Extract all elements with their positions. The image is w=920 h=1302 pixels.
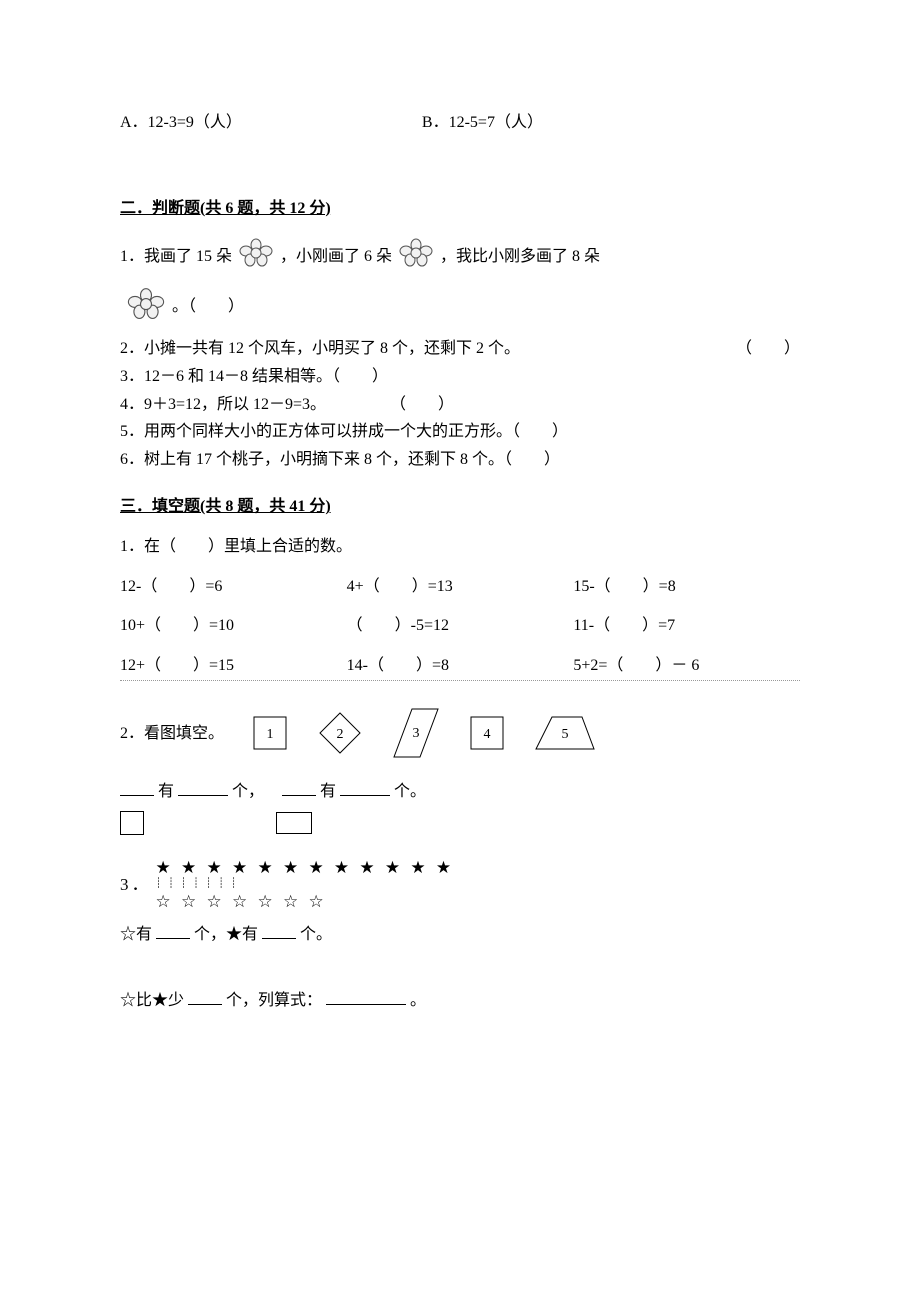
flower-icon [236, 235, 276, 278]
fill-cell: 15-（ ）=8 [573, 574, 800, 600]
s2-q1-text-a: 1．我画了 15 朵 [120, 244, 232, 270]
has-label: 有 [158, 783, 174, 800]
shape-parallelogram-3: 3 [390, 705, 442, 761]
unit-label: 个。 [394, 783, 426, 800]
s3-q2-shape-legend [120, 811, 800, 835]
unit-label: 个， [232, 783, 264, 800]
fill-cell: 12-（ ）=6 [120, 574, 347, 600]
has-label: 有 [320, 783, 336, 800]
fill-cell: 5+2=（ ）－ 6 [573, 653, 800, 679]
s3-q1-row1: 12-（ ）=6 4+（ ）=13 15-（ ）=8 [120, 574, 800, 600]
blank[interactable] [178, 779, 228, 796]
s2-q4-text: 4．9＋3=12，所以 12－9=3。 [120, 392, 390, 418]
fill-cell: 10+（ ）=10 [120, 613, 347, 639]
s2-q4-paren: （ ） [390, 392, 454, 418]
text: 。 [410, 992, 426, 1009]
text: ☆比★少 [120, 992, 184, 1009]
fill-cell: 4+（ ）=13 [347, 574, 574, 600]
s3-q2-count-row: 有 个， 有 个。 [120, 779, 800, 805]
fill-cell: 12+（ ）=15 [120, 653, 347, 679]
s3-q1-title: 1．在（ ）里填上合适的数。 [120, 534, 800, 560]
s3-q3-stars: 3． ★ ★ ★ ★ ★ ★ ★ ★ ★ ★ ★ ★ ┊ ┊ ┊ ┊ ┊ ┊ ┊… [120, 857, 800, 912]
s2-q6: 6．树上有 17 个桃子，小明摘下来 8 个，还剩下 8 个。（ ） [120, 447, 800, 473]
shape-num-4: 4 [484, 727, 491, 742]
shape-trapezoid-5: 5 [532, 713, 598, 753]
s3-q1-row3: 12+（ ）=15 14-（ ）=8 5+2=（ ）－ 6 [120, 653, 800, 679]
s3-q2-label: 2．看图填空。 [120, 721, 224, 747]
s3-q3-line1: ☆有 个，★有 个。 [120, 922, 800, 948]
shape-square-4: 4 [468, 714, 506, 752]
s3-q3-line2: ☆比★少 个，列算式： 。 [120, 988, 800, 1014]
blank[interactable] [340, 779, 390, 796]
stars-empty-row: ☆ ☆ ☆ ☆ ☆ ☆ ☆ [156, 891, 455, 912]
shape-square-1: 1 [250, 713, 290, 753]
s2-q1-text-c: ，我比小刚多画了 8 朵 [440, 244, 600, 270]
blank[interactable] [188, 988, 222, 1005]
text: 个，★有 [194, 926, 258, 943]
shape-num-3: 3 [413, 726, 420, 741]
s3-q3-num: 3． [120, 874, 152, 895]
stars-filled-row: ★ ★ ★ ★ ★ ★ ★ ★ ★ ★ ★ ★ [156, 857, 455, 878]
shape-diamond-2: 2 [316, 709, 364, 757]
fill-cell: 14-（ ）=8 [347, 653, 574, 679]
blank[interactable] [120, 779, 154, 796]
section-3-header: 三．填空题(共 8 题，共 41 分) [120, 494, 800, 520]
s2-q1-tail: 。（ ） [120, 284, 800, 331]
blank[interactable] [326, 988, 406, 1005]
section-2-header: 二．判断题(共 6 题，共 12 分) [120, 196, 800, 222]
s2-q4: 4．9＋3=12，所以 12－9=3。 （ ） [120, 392, 800, 418]
fill-cell: （ ）-5=12 [347, 613, 574, 639]
s2-q3: 3．12－6 和 14－8 结果相等。（ ） [120, 364, 800, 390]
flower-icon [124, 284, 168, 331]
flower-icon [396, 235, 436, 278]
s3-q1-row2: 10+（ ）=10 （ ）-5=12 11-（ ）=7 [120, 613, 800, 639]
blank[interactable] [262, 922, 296, 939]
s3-q2-row: 2．看图填空。 1 2 3 4 5 [120, 705, 800, 761]
answer-options: A．12-3=9（人） B．12-5=7（人） [120, 110, 800, 136]
s2-q2-paren: （ ） [736, 336, 800, 362]
fill-cell: 11-（ ）=7 [573, 613, 800, 639]
s2-q1-paren: 。（ ） [172, 294, 244, 320]
s2-q2-text: 2．小摊一共有 12 个风车，小明买了 8 个，还剩下 2 个。 [120, 336, 736, 362]
page: A．12-3=9（人） B．12-5=7（人） 二．判断题(共 6 题，共 12… [0, 0, 920, 1302]
blank[interactable] [282, 779, 316, 796]
dotted-separator [120, 680, 800, 681]
text: 个。 [300, 926, 332, 943]
s2-q2: 2．小摊一共有 12 个风车，小明买了 8 个，还剩下 2 个。 （ ） [120, 336, 800, 362]
legend-square-icon [120, 811, 144, 835]
shape-num-5: 5 [562, 727, 569, 742]
shape-num-2: 2 [337, 727, 344, 742]
s2-q1: 1．我画了 15 朵 ，小刚画了 6 朵 [120, 235, 800, 278]
s2-q5: 5．用两个同样大小的正方体可以拼成一个大的正方形。（ ） [120, 419, 800, 445]
s2-q1-text-b: ，小刚画了 6 朵 [280, 244, 392, 270]
stars-dots-row: ┊ ┊ ┊ ┊ ┊ ┊ ┊ [156, 878, 455, 891]
option-b: B．12-5=7（人） [422, 110, 543, 136]
shape-num-1: 1 [267, 727, 274, 742]
option-a: A．12-3=9（人） [120, 110, 242, 136]
text: 个，列算式： [226, 992, 322, 1009]
text: ☆有 [120, 926, 152, 943]
blank[interactable] [156, 922, 190, 939]
legend-rect-icon [276, 812, 312, 834]
